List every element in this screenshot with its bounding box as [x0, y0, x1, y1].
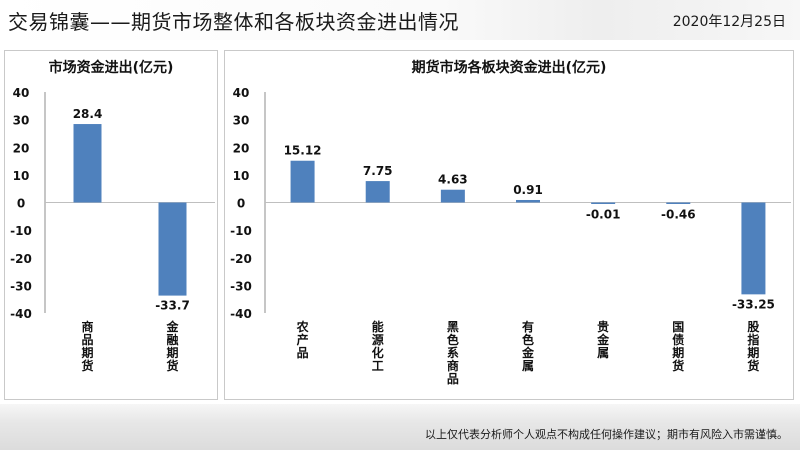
y-tick-label: 10 — [13, 169, 30, 183]
bar — [73, 124, 102, 203]
category-label: 商品期货 — [81, 319, 93, 373]
y-tick-label: 40 — [233, 86, 250, 100]
data-label: -0.46 — [661, 208, 696, 222]
category-label: 金融期货 — [165, 319, 179, 373]
disclaimer-text: 以上仅代表分析师个人观点不构成任何操作建议；期市有风险入市需谨慎。 — [425, 428, 788, 441]
y-tick-label: -40 — [10, 307, 32, 321]
bar — [516, 199, 540, 203]
header-bar: 交易锦囊——期货市场整体和各板块资金进出情况 2020年12月25日 — [0, 0, 800, 40]
y-tick-label: -30 — [230, 279, 252, 293]
data-label: 7.75 — [363, 164, 393, 178]
y-tick-label: 10 — [233, 169, 250, 183]
bar — [741, 202, 766, 295]
data-label: 15.12 — [284, 144, 322, 158]
data-label: -33.7 — [155, 299, 190, 313]
page-title: 交易锦囊——期货市场整体和各板块资金进出情况 — [8, 10, 459, 34]
y-tick-label: 30 — [233, 114, 250, 128]
category-label: 国债期货 — [672, 320, 684, 373]
sector-chart-title: 期货市场各板块资金进出(亿元) — [411, 60, 607, 76]
y-tick-label: 20 — [13, 141, 30, 155]
y-tick-label: -20 — [10, 252, 32, 266]
category-label: 黑色系商品 — [447, 320, 459, 386]
category-label: 农产品 — [296, 319, 309, 360]
y-tick-label: -10 — [230, 224, 252, 238]
y-tick-label: 0 — [237, 197, 245, 211]
data-label: 4.63 — [438, 173, 468, 187]
overall-flow-chart: 40 30 20 10 0 -10 -20 -30 -40 28.4 商品期货 -33.7 金融期货 — [10, 86, 215, 373]
category-label: 能源化工 — [372, 319, 384, 373]
y-tick-label: 20 — [233, 141, 250, 155]
category-label: 股指期货 — [747, 319, 760, 373]
data-label: 28.4 — [73, 107, 103, 121]
overall-chart-title: 市场资金进出(亿元) — [48, 60, 174, 76]
category-label: 贵金属 — [596, 319, 610, 360]
y-tick-label: 0 — [17, 197, 25, 211]
y-tick-label: -20 — [230, 252, 252, 266]
bar — [591, 202, 616, 204]
overall-flow-panel: 市场资金进出(亿元) 40 30 20 10 0 -10 -20 -30 -40 28.4 商品期货… — [4, 50, 218, 400]
y-tick-label: 40 — [13, 86, 30, 100]
report-date: 2020年12月25日 — [672, 14, 786, 30]
y-tick-label: -30 — [10, 279, 32, 293]
y-tick-label: -10 — [10, 224, 32, 238]
bar — [440, 189, 465, 203]
footer-band — [0, 404, 800, 450]
y-tick-label: -40 — [230, 307, 252, 321]
data-label: -0.01 — [586, 208, 621, 222]
y-tick-label: 30 — [13, 114, 30, 128]
data-label: 0.91 — [513, 183, 543, 197]
bar — [290, 160, 315, 203]
bar — [158, 202, 187, 296]
bar — [666, 202, 691, 204]
data-label: -33.25 — [732, 297, 775, 311]
sector-flow-panel: 期货市场各板块资金进出(亿元) 40 30 20 10 0 -10 -20 -30 -40 15.… — [224, 50, 794, 400]
category-label: 有色金属 — [521, 319, 535, 373]
bar — [365, 181, 390, 203]
sector-flow-chart: 40 30 20 10 0 -10 -20 -30 -40 15.12 农产品 7.75 能源化工 4.6… — [230, 86, 791, 386]
